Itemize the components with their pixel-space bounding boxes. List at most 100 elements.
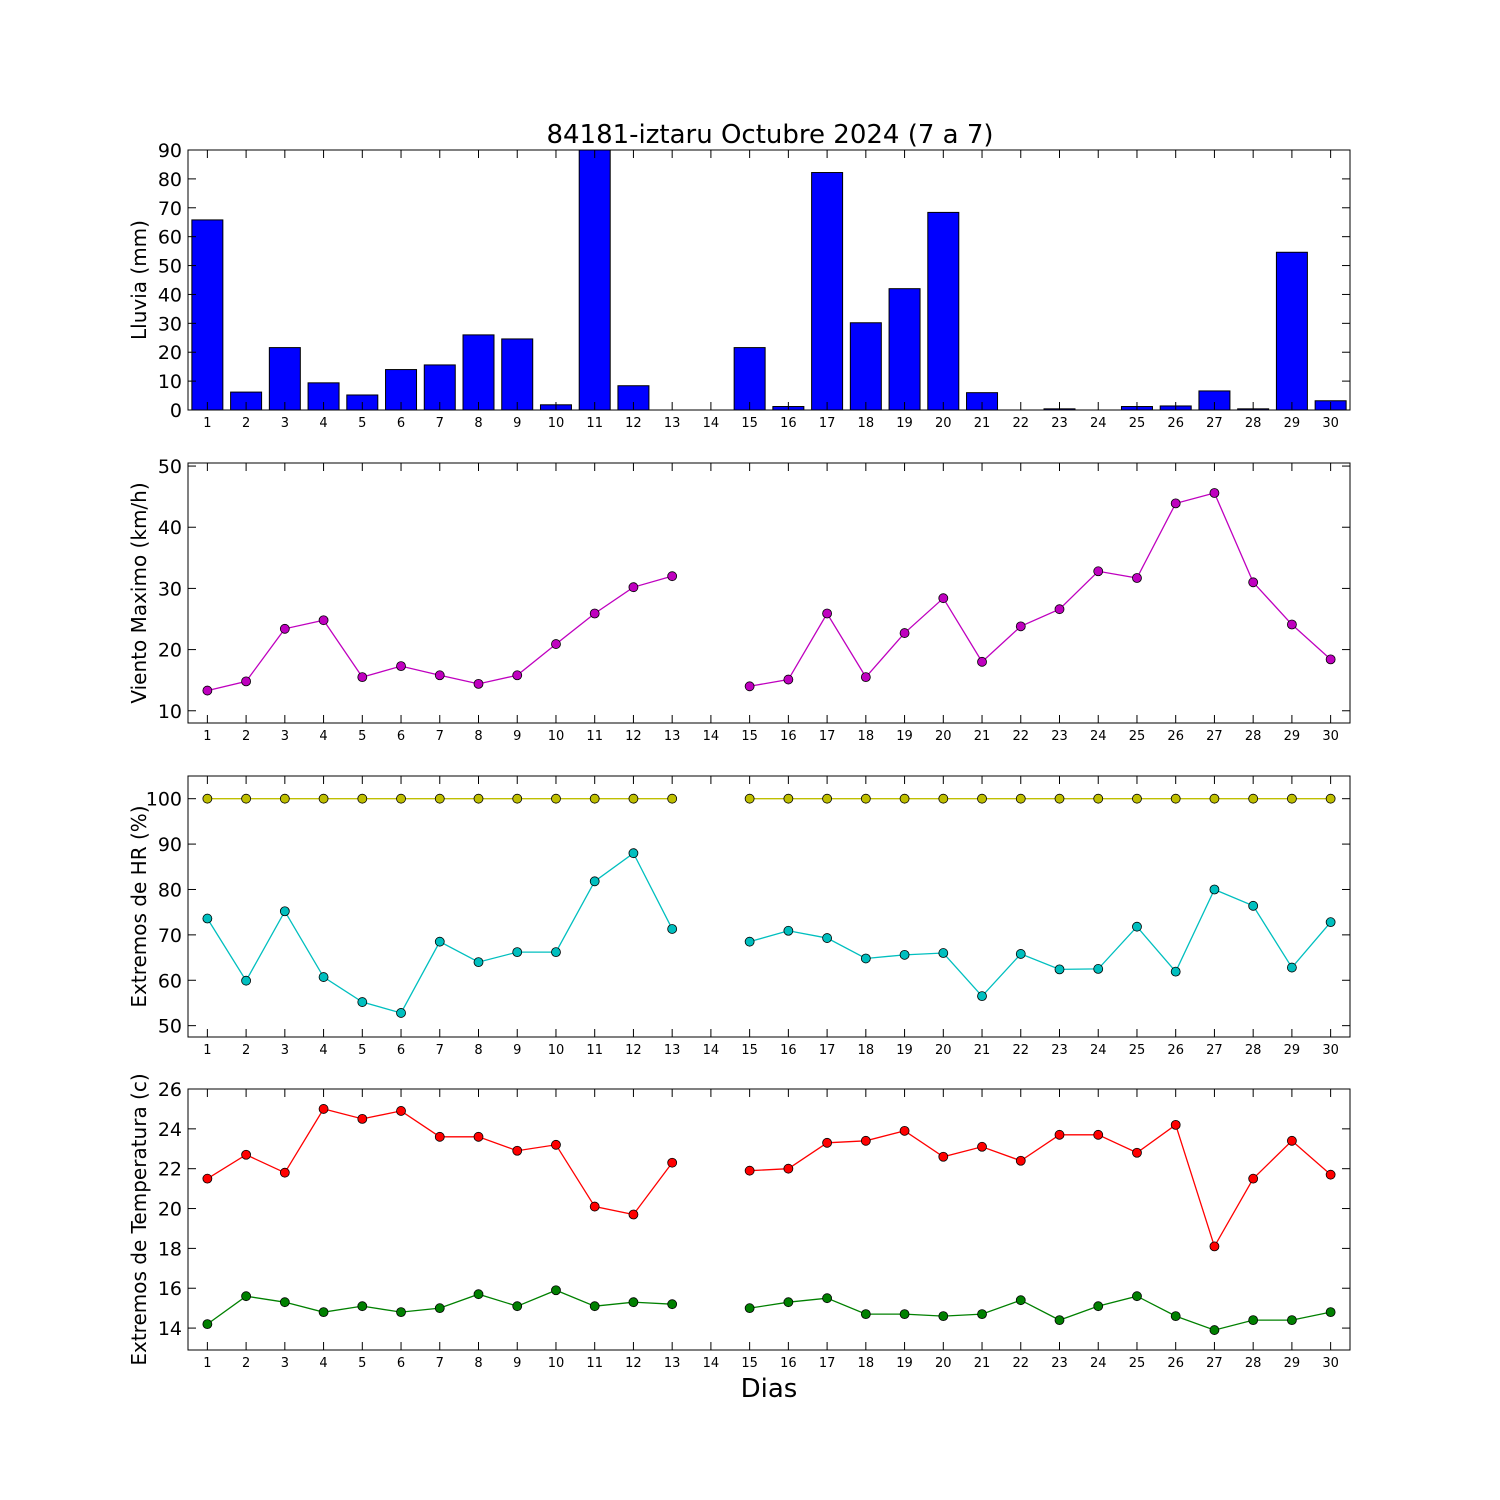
temperatura-series-0-point-day-20 bbox=[938, 1151, 949, 1162]
viento-series-0-point-day-11 bbox=[589, 608, 600, 619]
ytick-label-humedad: 50 bbox=[158, 1016, 182, 1038]
xtick-label-viento: 7 bbox=[436, 729, 444, 744]
xtick-label-viento: 29 bbox=[1284, 729, 1301, 744]
xtick-label-lluvia: 27 bbox=[1206, 416, 1223, 431]
humedad-series-0-point-day-22 bbox=[1015, 793, 1026, 804]
xtick-label-humedad: 5 bbox=[358, 1043, 366, 1058]
ytick-label-temperatura: 16 bbox=[158, 1278, 182, 1300]
xtick-label-lluvia: 19 bbox=[896, 416, 913, 431]
xtick-label-temperatura: 25 bbox=[1129, 1356, 1146, 1371]
xtick-label-lluvia: 28 bbox=[1245, 416, 1262, 431]
xtick-label-humedad: 17 bbox=[819, 1043, 836, 1058]
temperatura-series-0-point-day-28 bbox=[1248, 1173, 1259, 1184]
ytick-label-temperatura: 26 bbox=[158, 1079, 182, 1101]
ytick-label-viento: 20 bbox=[158, 640, 182, 662]
temperatura-series-1-point-day-10 bbox=[551, 1285, 561, 1296]
bar-day-19 bbox=[888, 288, 921, 411]
ytick-label-lluvia: 50 bbox=[158, 256, 182, 278]
temperatura-series-0-point-day-7 bbox=[434, 1131, 445, 1142]
humedad-series-1-point-day-2 bbox=[241, 975, 252, 986]
temperatura-series-1-point-day-29 bbox=[1287, 1315, 1297, 1326]
ytick-label-temperatura: 20 bbox=[158, 1199, 182, 1221]
viento-series-0-point-day-29 bbox=[1287, 619, 1297, 630]
xtick-label-viento: 9 bbox=[513, 729, 521, 744]
xtick-label-viento: 28 bbox=[1245, 729, 1262, 744]
xtick-label-temperatura: 18 bbox=[858, 1356, 875, 1371]
xtick-label-lluvia: 13 bbox=[664, 416, 681, 431]
ytick-label-humedad: 70 bbox=[158, 925, 182, 947]
temperatura-series-1-point-day-25 bbox=[1132, 1291, 1142, 1302]
temperatura-series-0-point-day-25 bbox=[1132, 1147, 1142, 1158]
humedad-series-1-point-day-22 bbox=[1015, 949, 1026, 959]
temperatura-series-0-point-day-17 bbox=[822, 1137, 832, 1148]
viento-series-0-point-day-24 bbox=[1093, 566, 1104, 577]
viento-series-0-point-day-28 bbox=[1248, 577, 1259, 588]
xtick-label-lluvia: 5 bbox=[358, 416, 366, 431]
xtick-label-temperatura: 29 bbox=[1284, 1356, 1301, 1371]
xtick-label-temperatura: 4 bbox=[319, 1356, 327, 1371]
xtick-label-humedad: 18 bbox=[858, 1043, 875, 1058]
temperatura-series-0-point-day-4 bbox=[318, 1104, 329, 1114]
humedad-series-0-point-day-18 bbox=[860, 793, 871, 804]
humedad-series-0-point-day-17 bbox=[822, 793, 832, 804]
temperatura-series-1-point-day-26 bbox=[1170, 1311, 1181, 1322]
temperatura-series-0-point-day-1 bbox=[202, 1173, 213, 1184]
humedad-series-0-point-day-11 bbox=[589, 793, 600, 804]
xtick-label-viento: 13 bbox=[664, 729, 681, 744]
xtick-label-temperatura: 23 bbox=[1051, 1356, 1068, 1371]
temperatura-series-1-point-day-2 bbox=[241, 1291, 252, 1302]
temperatura-series-1-point-day-22 bbox=[1015, 1295, 1026, 1306]
xtick-label-temperatura: 21 bbox=[974, 1356, 991, 1371]
x-axis-label: Dias bbox=[741, 1374, 798, 1404]
temperatura-series-1-point-day-27 bbox=[1209, 1325, 1220, 1335]
xtick-label-viento: 27 bbox=[1206, 729, 1223, 744]
temperatura-series-1-point-day-12 bbox=[628, 1297, 639, 1308]
ytick-label-temperatura: 24 bbox=[158, 1119, 182, 1141]
xtick-label-temperatura: 28 bbox=[1245, 1356, 1262, 1371]
viento-series-0-point-day-20 bbox=[938, 593, 949, 604]
xtick-label-viento: 6 bbox=[397, 729, 405, 744]
xtick-label-viento: 5 bbox=[358, 729, 366, 744]
humedad-series-1-point-day-23 bbox=[1054, 964, 1065, 975]
humedad-series-1-point-day-25 bbox=[1132, 921, 1142, 932]
xtick-label-humedad: 3 bbox=[281, 1043, 289, 1058]
xtick-label-temperatura: 12 bbox=[625, 1356, 642, 1371]
xtick-label-humedad: 7 bbox=[436, 1043, 444, 1058]
humedad-series-0-point-day-28 bbox=[1248, 793, 1259, 804]
xtick-label-lluvia: 25 bbox=[1129, 416, 1146, 431]
xtick-label-lluvia: 1 bbox=[203, 416, 211, 431]
humedad-series-1-point-day-20 bbox=[938, 948, 949, 958]
xtick-label-temperatura: 6 bbox=[397, 1356, 405, 1371]
ytick-label-viento: 30 bbox=[158, 578, 182, 600]
xtick-label-temperatura: 11 bbox=[586, 1356, 603, 1371]
ytick-label-humedad: 60 bbox=[158, 970, 182, 992]
humedad-series-0-point-day-19 bbox=[899, 793, 910, 804]
xtick-label-humedad: 25 bbox=[1129, 1043, 1146, 1058]
ytick-label-lluvia: 80 bbox=[158, 169, 182, 191]
temperatura-series-1-point-day-16 bbox=[783, 1297, 794, 1308]
humedad-series-1-point-day-7 bbox=[434, 936, 445, 947]
humedad-series-1-point-day-5 bbox=[357, 997, 368, 1007]
xtick-label-humedad: 12 bbox=[625, 1043, 642, 1058]
xtick-label-temperatura: 16 bbox=[780, 1356, 797, 1371]
xtick-label-lluvia: 14 bbox=[703, 416, 720, 431]
temperatura-series-1-point-day-24 bbox=[1093, 1301, 1104, 1312]
y-axis-label-lluvia: Lluvia (mm) bbox=[127, 220, 151, 340]
humedad-series-1-point-day-12 bbox=[628, 848, 639, 859]
xtick-label-lluvia: 2 bbox=[242, 416, 250, 431]
xtick-label-viento: 18 bbox=[858, 729, 875, 744]
humedad-series-0-point-day-1 bbox=[202, 793, 213, 804]
viento-series-0-point-day-27 bbox=[1209, 488, 1220, 498]
viento-series-0-point-day-1 bbox=[202, 685, 213, 696]
y-axis-label-humedad: Extremos de HR (%) bbox=[127, 805, 151, 1007]
ytick-label-humedad: 100 bbox=[146, 789, 182, 811]
humedad-series-0-point-day-5 bbox=[357, 793, 368, 804]
axes-frame-temperatura bbox=[187, 1088, 1351, 1351]
ytick-label-lluvia: 30 bbox=[158, 313, 182, 335]
temperatura-series-1-point-day-4 bbox=[318, 1307, 329, 1318]
xtick-label-humedad: 14 bbox=[703, 1043, 720, 1058]
ytick-label-lluvia: 60 bbox=[158, 227, 182, 249]
viento-series-0-point-day-3 bbox=[279, 623, 290, 634]
